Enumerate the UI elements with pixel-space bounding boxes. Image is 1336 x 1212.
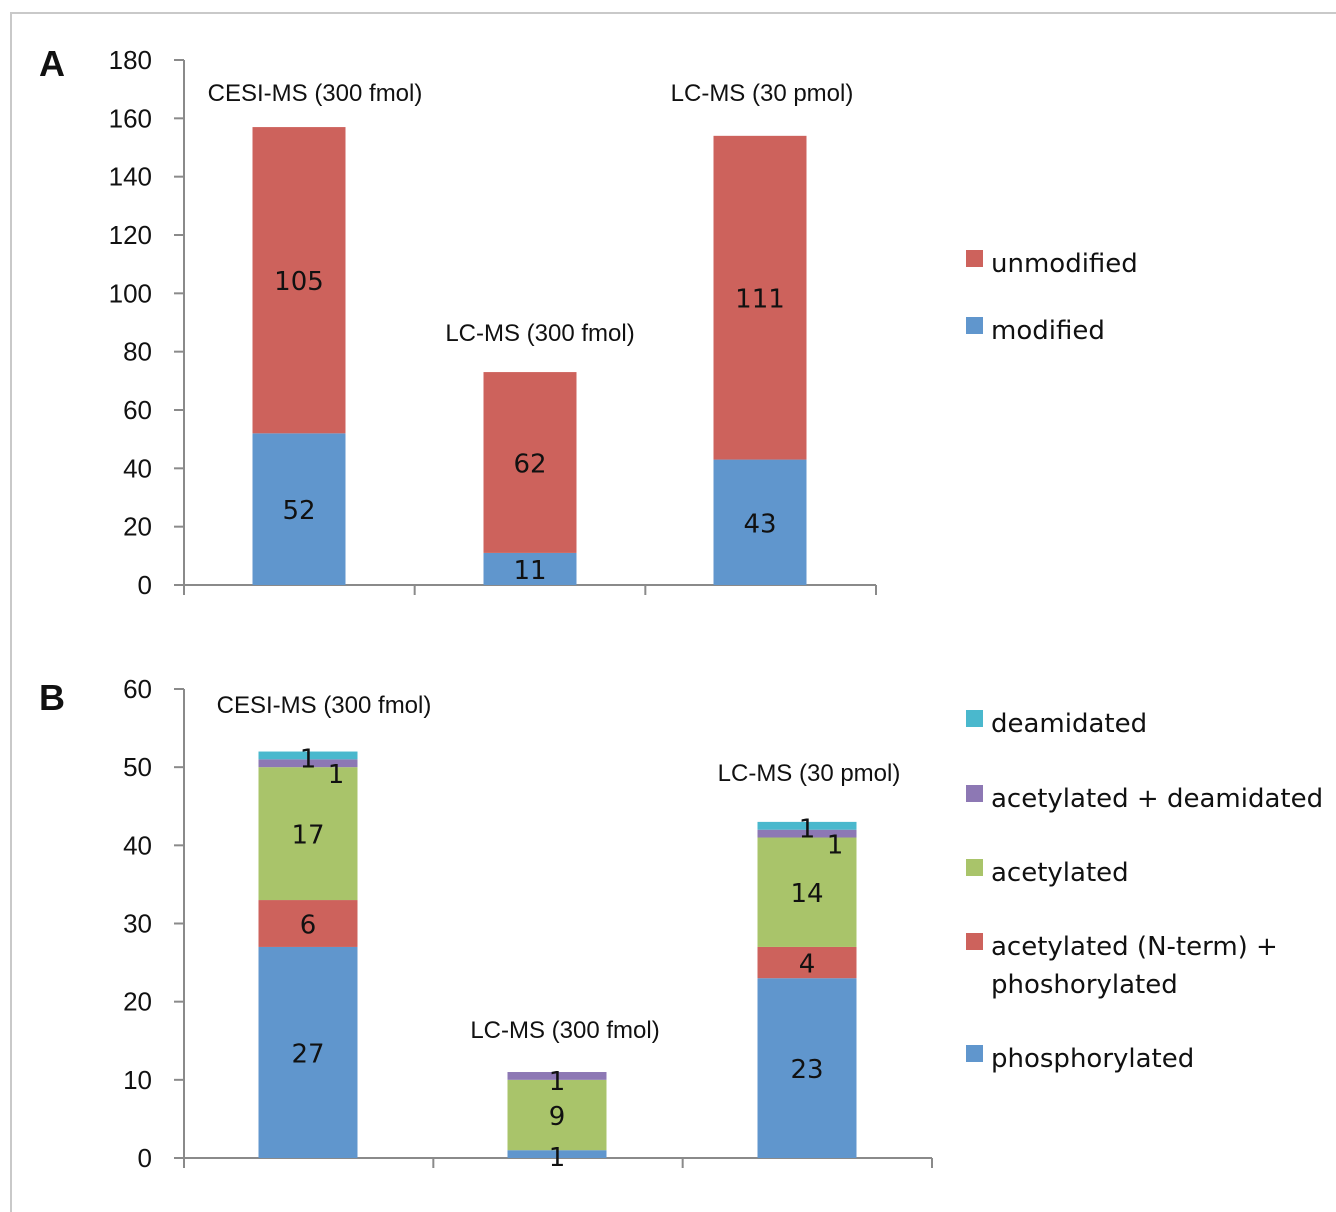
- panel-b-legend-label: phosphorylated: [991, 1044, 1194, 1074]
- panel-b-legend-swatch: [966, 859, 983, 876]
- panel-a-data-label: 52: [282, 496, 315, 526]
- panel-b-data-label: 27: [291, 1039, 324, 1069]
- panel-b-data-label: 1: [799, 815, 816, 845]
- panel-a-bar-modified: [713, 459, 807, 585]
- panel-a-y-tick-label: 140: [109, 162, 152, 192]
- panel-a-data-label: 111: [735, 285, 785, 315]
- panel-a-category-label: CESI-MS (300 fmol): [208, 80, 423, 107]
- panel-b-legend-swatch: [966, 785, 983, 802]
- panel-a-y-tick-label: 0: [138, 570, 152, 600]
- panel-a-category-label: LC-MS (30 pmol): [671, 80, 854, 107]
- panel-b-bar-phosphorylated: [757, 978, 857, 1158]
- panel-a-label: A: [39, 43, 65, 84]
- panel-b-bar-deamidated: [757, 821, 857, 830]
- panel-a-bar-modified: [252, 433, 346, 585]
- panel-a-legend-swatch: [966, 317, 983, 334]
- panel-a-category-label: LC-MS (300 fmol): [445, 320, 634, 347]
- panel-a-y-tick-label: 80: [123, 337, 152, 367]
- panel-b-label: B: [39, 677, 65, 718]
- panel-b-legend-label: acetylated: [991, 858, 1129, 888]
- panel-a-y-tick-label: 60: [123, 395, 152, 425]
- panel-b-bar-acetylated-n-term-phoshorylated: [757, 946, 857, 979]
- panel-b-legend-label: deamidated: [991, 709, 1147, 739]
- panel-a-data-label: 62: [513, 450, 546, 480]
- panel-b-legend-swatch: [966, 710, 983, 727]
- panel-b-bar-acetylated-n-term-phoshorylated: [258, 900, 358, 947]
- panel-b-legend-swatch: [966, 1045, 983, 1062]
- panel-b-bar-phosphorylated: [258, 946, 358, 1158]
- panel-b-category-label: CESI-MS (300 fmol): [217, 692, 432, 719]
- panel-b-legend-label: acetylated + deamidated: [991, 784, 1323, 814]
- panel-b-y-tick-label: 50: [123, 752, 152, 782]
- panel-b-data-label: 1: [549, 1067, 566, 1097]
- panel-b-data-label: 1: [300, 744, 317, 774]
- panel-b-bar-deamidated: [258, 751, 358, 760]
- panel-a-legend-label: modified: [991, 316, 1105, 346]
- panel-a-legend-swatch: [966, 250, 983, 267]
- panel-b-y-tick-label: 0: [138, 1143, 152, 1173]
- panel-b-bar-acetylated-deamidated: [757, 829, 857, 838]
- panel-b-legend-swatch: [966, 933, 983, 950]
- panel-b-data-label: 14: [790, 879, 823, 909]
- figure-frame: [10, 12, 1336, 1212]
- panel-b-y-tick-label: 30: [123, 909, 152, 939]
- panel-b-data-label: 6: [300, 911, 317, 941]
- panel-a-bar-modified: [483, 552, 577, 585]
- panel-b-data-label: 17: [291, 821, 324, 851]
- panel-a-data-label: 105: [274, 267, 324, 297]
- panel-a-y-tick-label: 120: [109, 220, 152, 250]
- panel-b-bar-acetylated: [757, 837, 857, 947]
- panel-b-data-label: 1: [328, 760, 345, 790]
- panel-b-data-label: 9: [549, 1102, 566, 1132]
- panel-b-bar-acetylated-deamidated: [258, 759, 358, 768]
- panel-b-category-label: LC-MS (300 fmol): [470, 1017, 659, 1044]
- panel-b-bar-acetylated: [258, 767, 358, 901]
- panel-b-y-tick-label: 60: [123, 674, 152, 704]
- panel-a-bar-unmodified: [252, 127, 346, 434]
- panel-b-data-label: 1: [549, 1143, 566, 1173]
- panel-b-bar-acetylated-deamidated: [507, 1072, 607, 1080]
- panel-a-bar-unmodified: [483, 372, 577, 553]
- panel-a-y-tick-label: 20: [123, 512, 152, 542]
- panel-a-y-tick-label: 40: [123, 453, 152, 483]
- panel-a-bar-unmodified: [713, 135, 807, 460]
- panel-a-y-tick-label: 180: [109, 45, 152, 75]
- panel-b-y-tick-label: 10: [123, 1065, 152, 1095]
- panel-b-bar-phosphorylated: [507, 1150, 607, 1158]
- panel-a-y-tick-label: 100: [109, 278, 152, 308]
- panel-b-category-label: LC-MS (30 pmol): [718, 760, 901, 787]
- panel-a-legend-label: unmodified: [991, 249, 1138, 279]
- panel-b-data-label: 23: [790, 1055, 823, 1085]
- panel-b-data-label: 1: [827, 831, 844, 861]
- panel-b-y-tick-label: 20: [123, 987, 152, 1017]
- panel-b-y-tick-label: 40: [123, 830, 152, 860]
- panel-a-y-tick-label: 160: [109, 103, 152, 133]
- panel-a-data-label: 11: [513, 556, 546, 586]
- panel-b-bar-acetylated: [507, 1079, 607, 1151]
- panel-b-data-label: 4: [799, 950, 816, 980]
- panel-a-data-label: 43: [743, 509, 776, 539]
- panel-b-legend-label: acetylated (N-term) + phoshorylated: [991, 932, 1278, 1000]
